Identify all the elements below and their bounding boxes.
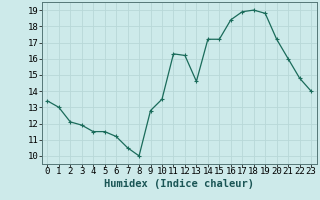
X-axis label: Humidex (Indice chaleur): Humidex (Indice chaleur) — [104, 179, 254, 189]
